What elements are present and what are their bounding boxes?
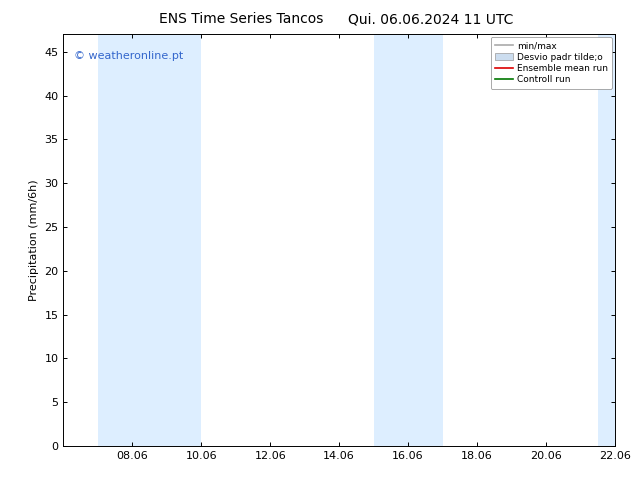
Text: © weatheronline.pt: © weatheronline.pt — [74, 51, 184, 61]
Y-axis label: Precipitation (mm/6h): Precipitation (mm/6h) — [29, 179, 39, 301]
Bar — [98, 34, 202, 446]
Legend: min/max, Desvio padr tilde;o, Ensemble mean run, Controll run: min/max, Desvio padr tilde;o, Ensemble m… — [491, 37, 612, 89]
Bar — [598, 34, 622, 446]
Bar — [373, 34, 443, 446]
Text: Qui. 06.06.2024 11 UTC: Qui. 06.06.2024 11 UTC — [349, 12, 514, 26]
Text: ENS Time Series Tancos: ENS Time Series Tancos — [158, 12, 323, 26]
